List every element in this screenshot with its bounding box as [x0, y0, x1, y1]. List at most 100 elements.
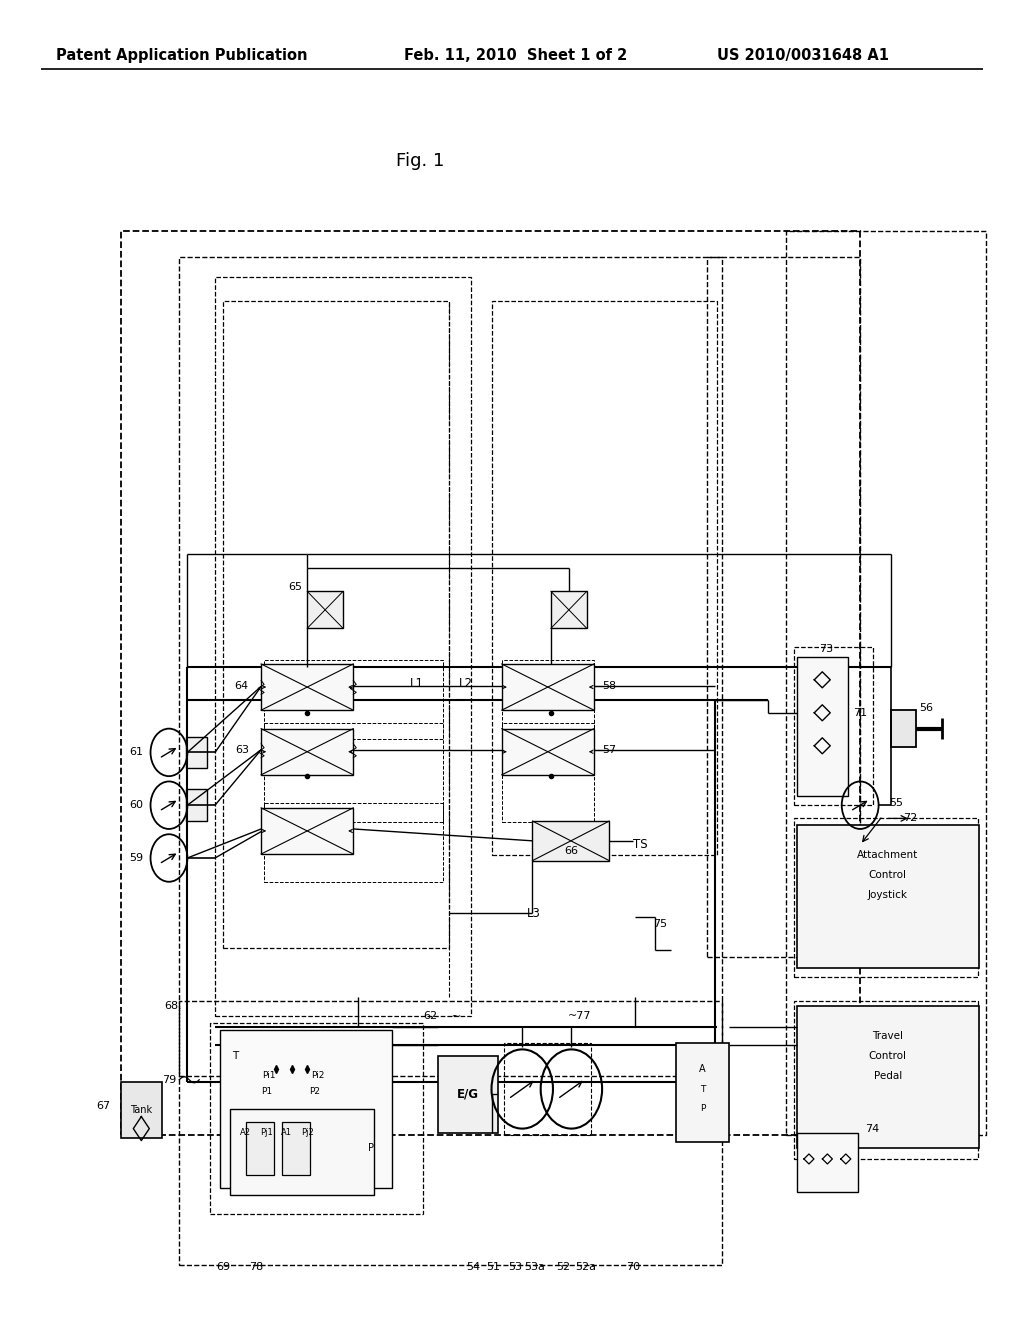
Text: L2: L2 [459, 677, 473, 690]
Text: P1: P1 [261, 1088, 271, 1096]
Text: Pj2: Pj2 [301, 1129, 313, 1137]
Text: 65: 65 [288, 582, 302, 593]
Text: 62: 62 [423, 1011, 437, 1022]
Text: ~: ~ [451, 1010, 461, 1023]
Text: 61: 61 [129, 747, 143, 758]
Text: P2: P2 [309, 1088, 319, 1096]
Text: 68.: 68. [165, 1001, 182, 1011]
Bar [264, 803, 443, 882]
Bar [179, 1001, 722, 1265]
Text: 72: 72 [903, 813, 918, 824]
Text: 63: 63 [234, 744, 249, 755]
Bar [186, 737, 207, 768]
Bar [797, 1006, 979, 1148]
Text: TS: TS [633, 838, 647, 851]
Text: 60: 60 [129, 800, 143, 810]
Text: 52a: 52a [575, 1262, 596, 1272]
Text: Control: Control [868, 870, 907, 880]
Text: A: A [699, 1064, 706, 1074]
Bar [282, 1122, 310, 1175]
Bar [794, 647, 873, 805]
Bar [502, 664, 594, 710]
Text: L1: L1 [410, 677, 424, 690]
Text: Patent Application Publication: Patent Application Publication [56, 48, 308, 63]
Text: 74: 74 [865, 1123, 880, 1134]
Text: Attachment: Attachment [857, 850, 919, 861]
Bar [786, 231, 986, 1135]
Text: 70: 70 [626, 1262, 640, 1272]
Text: Joystick: Joystick [867, 890, 908, 900]
Bar [179, 257, 722, 1076]
Bar [264, 723, 443, 822]
Bar [307, 591, 343, 628]
Text: P: P [699, 1105, 706, 1113]
Bar [223, 301, 449, 948]
Text: 67: 67 [96, 1101, 111, 1111]
Bar [891, 710, 916, 747]
Bar [220, 1030, 392, 1188]
Text: US 2010/0031648 A1: US 2010/0031648 A1 [717, 48, 889, 63]
Text: 71: 71 [853, 708, 867, 718]
Text: 59: 59 [129, 853, 143, 863]
Text: T: T [232, 1051, 239, 1061]
Text: 69: 69 [216, 1262, 230, 1272]
Text: Pj1: Pj1 [260, 1129, 272, 1137]
Bar [502, 660, 594, 739]
Bar [251, 1067, 374, 1146]
Text: E/G: E/G [457, 1088, 479, 1101]
Text: Pi2: Pi2 [310, 1072, 325, 1080]
Text: Pedal: Pedal [873, 1071, 902, 1081]
Text: T: T [699, 1085, 706, 1093]
Bar [261, 729, 353, 775]
Text: 79: 79 [162, 1074, 176, 1085]
Text: Tank: Tank [130, 1105, 153, 1115]
Bar [186, 789, 207, 821]
Text: 57: 57 [602, 744, 616, 755]
Text: 75: 75 [653, 919, 668, 929]
Bar [797, 1133, 858, 1192]
Bar [121, 1082, 162, 1138]
Text: L3: L3 [527, 907, 542, 920]
Bar [261, 664, 353, 710]
Text: 66: 66 [564, 846, 579, 857]
Bar [223, 1043, 382, 1175]
Bar [797, 825, 979, 968]
Text: Control: Control [868, 1051, 907, 1061]
Bar [210, 1023, 423, 1214]
Bar [502, 729, 594, 775]
Text: A1: A1 [282, 1129, 292, 1137]
Text: Fig. 1: Fig. 1 [395, 152, 444, 170]
Text: P: P [368, 1143, 374, 1154]
Text: Travel: Travel [872, 1031, 903, 1041]
Bar [215, 277, 471, 1016]
Bar [492, 301, 717, 855]
Bar [502, 723, 594, 822]
Text: 52: 52 [556, 1262, 570, 1272]
Text: 55: 55 [889, 797, 903, 808]
Bar [707, 257, 860, 957]
Text: 51: 51 [486, 1262, 501, 1272]
Text: 53: 53 [508, 1262, 522, 1272]
Bar [230, 1109, 374, 1195]
Bar [261, 808, 353, 854]
Text: 58: 58 [602, 681, 616, 692]
Bar [264, 660, 443, 739]
Bar [532, 821, 609, 861]
Text: A2: A2 [241, 1129, 251, 1137]
Bar [438, 1056, 498, 1133]
Text: 54: 54 [466, 1262, 480, 1272]
Bar [551, 591, 587, 628]
Bar [504, 1043, 591, 1135]
Bar [794, 1001, 978, 1159]
Text: 56: 56 [920, 702, 934, 713]
Text: Feb. 11, 2010  Sheet 1 of 2: Feb. 11, 2010 Sheet 1 of 2 [404, 48, 628, 63]
Bar [246, 1122, 274, 1175]
Text: 64: 64 [234, 681, 249, 692]
Text: 73: 73 [819, 644, 834, 655]
Bar [676, 1043, 729, 1142]
Text: 78: 78 [249, 1262, 263, 1272]
Bar [794, 818, 978, 977]
Bar [121, 231, 860, 1135]
Text: 53a: 53a [524, 1262, 545, 1272]
Text: ~77: ~77 [568, 1011, 592, 1022]
